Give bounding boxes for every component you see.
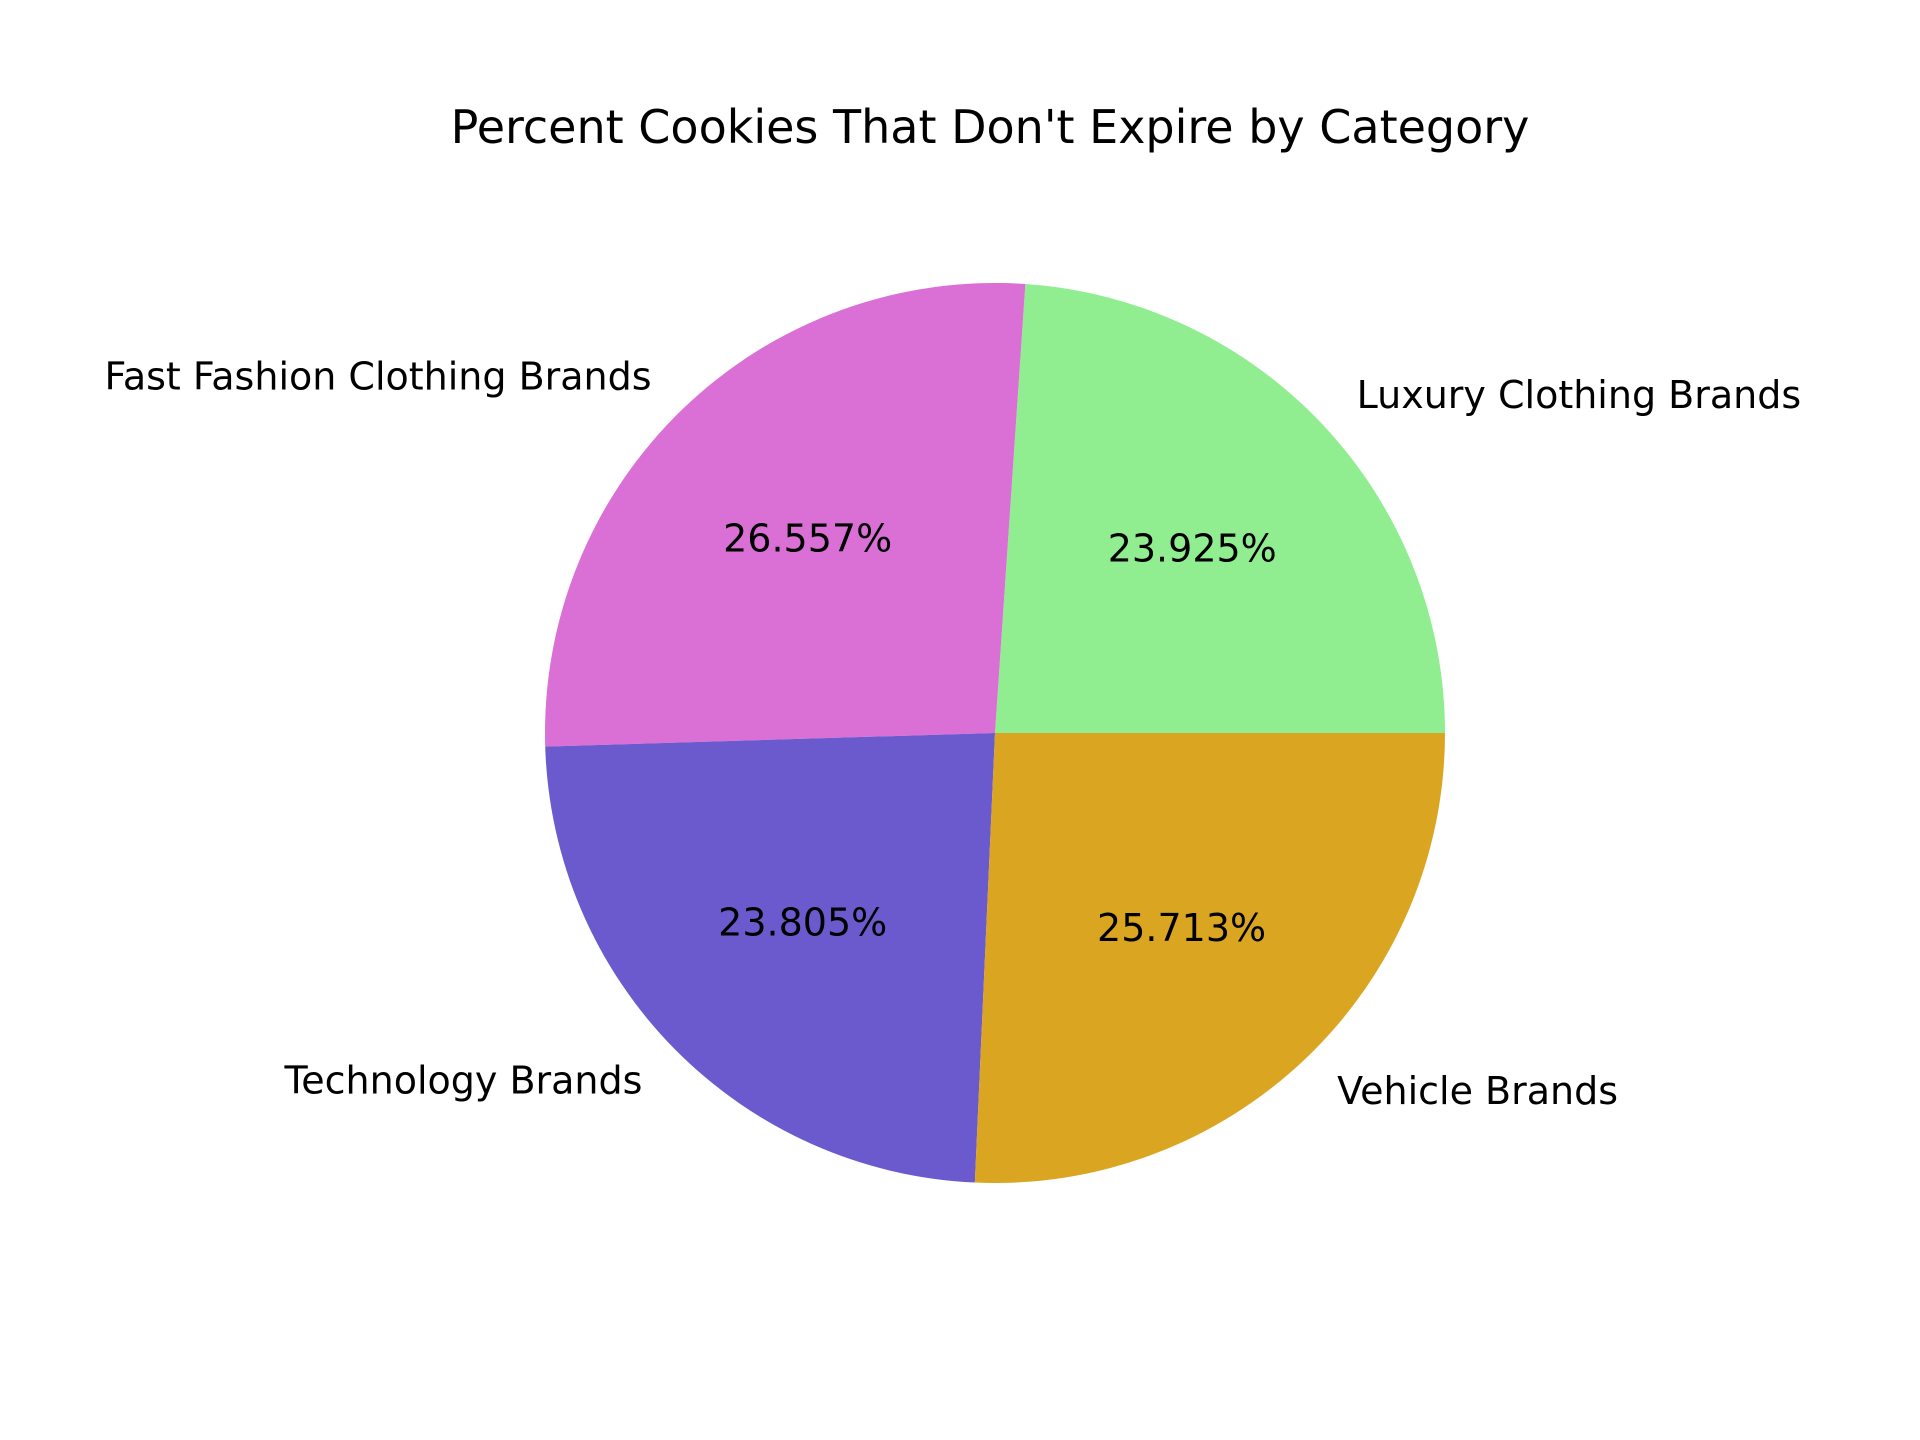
pie-category-label-technology-brands: Technology Brands: [284, 1058, 643, 1102]
pie-pct-label-technology-brands: 23.805%: [718, 901, 887, 945]
pie-slice-luxury-clothing-brands: [995, 284, 1445, 733]
pie-pct-label-fast-fashion-clothing-brands: 26.557%: [723, 517, 892, 561]
pie-slice-vehicle-brands: [974, 733, 1445, 1183]
pie-slice-technology-brands: [545, 733, 995, 1183]
pie-pct-label-vehicle-brands: 25.713%: [1097, 906, 1266, 950]
pie-category-label-vehicle-brands: Vehicle Brands: [1337, 1069, 1618, 1113]
pie-category-label-fast-fashion-clothing-brands: Fast Fashion Clothing Brands: [104, 355, 651, 399]
pie-pct-label-luxury-clothing-brands: 23.925%: [1108, 527, 1277, 571]
pie-slice-fast-fashion-clothing-brands: [544, 283, 1026, 747]
pie-category-label-luxury-clothing-brands: Luxury Clothing Brands: [1357, 373, 1802, 417]
chart-title: Percent Cookies That Don't Expire by Cat…: [450, 100, 1530, 154]
